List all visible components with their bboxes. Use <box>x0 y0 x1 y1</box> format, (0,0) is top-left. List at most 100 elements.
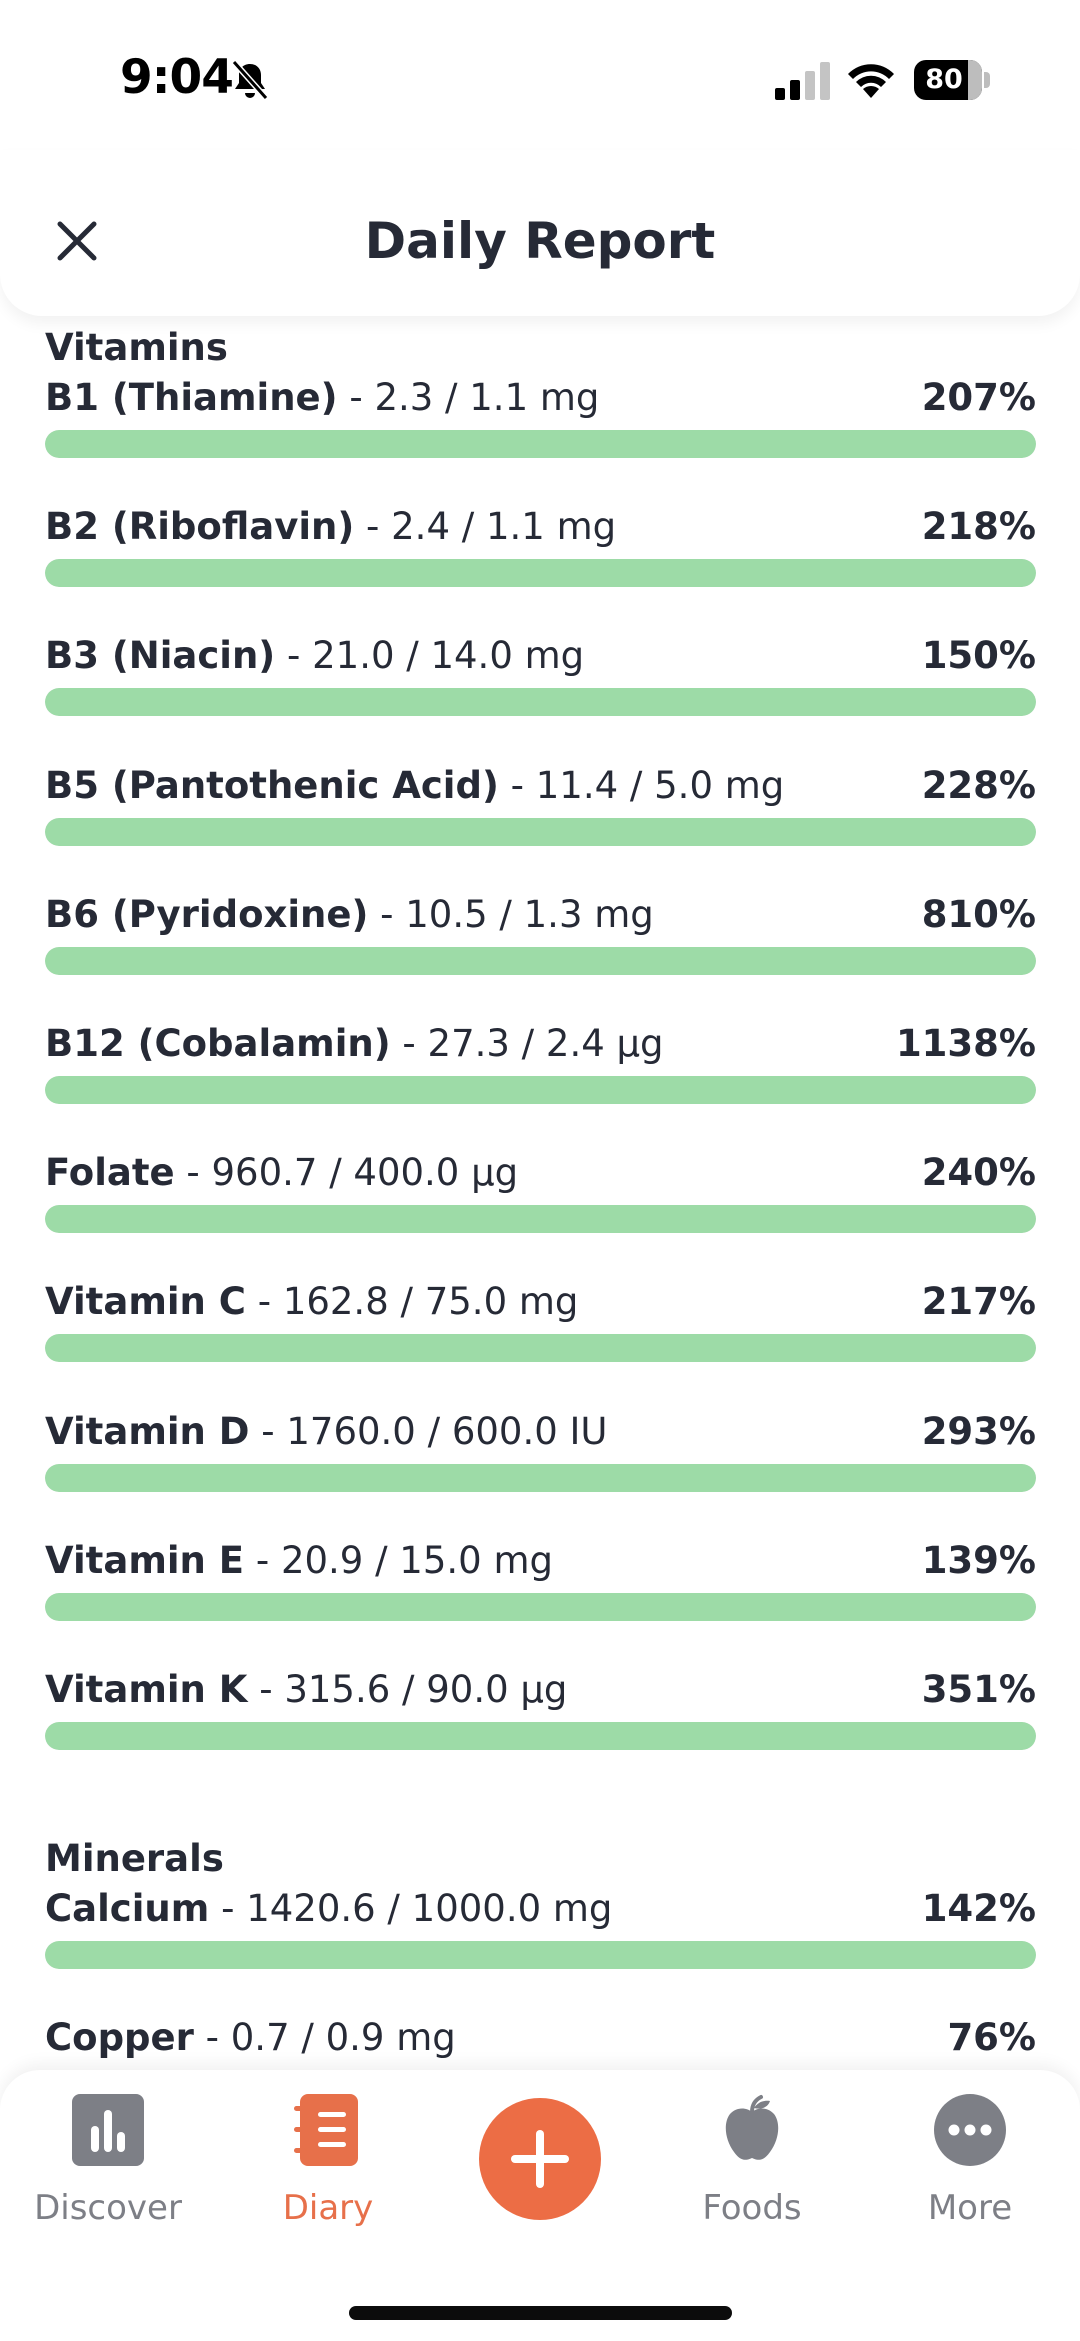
nutrient-name: B3 (Niacin) <box>45 634 276 678</box>
nutrient-name: Vitamin D <box>45 1409 250 1453</box>
cellular-signal-icon <box>775 62 830 100</box>
nutrient-percent: 293% <box>921 1409 1036 1453</box>
nutrient-percent: 139% <box>921 1538 1036 1582</box>
nutrient-row[interactable]: Vitamin E - 20.9 / 15.0 mg 139% <box>45 1539 1036 1629</box>
nutrient-label: B5 (Pantothenic Acid) - 11.4 / 5.0 mg <box>45 764 784 807</box>
progress-bar <box>45 946 1036 975</box>
progress-fill <box>45 1941 1036 1970</box>
bell-slash-icon <box>231 60 269 100</box>
progress-bar <box>45 1334 1036 1363</box>
nutrient-percent: 76% <box>947 2016 1036 2060</box>
nutrient-name: B5 (Pantothenic Acid) <box>45 763 499 807</box>
nutrient-row[interactable]: B2 (Riboflavin) - 2.4 / 1.1 mg 218% <box>45 505 1036 595</box>
nutrient-amount: 2.4 / 1.1 mg <box>391 505 617 549</box>
nutrient-row[interactable]: B1 (Thiamine) - 2.3 / 1.1 mg 207% <box>45 376 1036 466</box>
nutrient-separator: - <box>498 763 536 807</box>
nutrient-name: B2 (Riboflavin) <box>45 505 355 549</box>
progress-bar <box>45 1205 1036 1234</box>
progress-fill <box>45 1592 1036 1621</box>
nav-label-foods: Foods <box>702 2188 802 2228</box>
nutrient-separator: - <box>249 1409 287 1453</box>
nutrient-row[interactable]: B6 (Pyridoxine) - 10.5 / 1.3 mg 810% <box>45 893 1036 983</box>
nutrient-label: B3 (Niacin) - 21.0 / 14.0 mg <box>45 634 584 677</box>
nutrient-label: Vitamin K - 315.6 / 90.0 µg <box>45 1668 567 1711</box>
nutrient-row[interactable]: Copper - 0.7 / 0.9 mg 76% <box>45 2016 1036 2070</box>
nav-label-diary: Diary <box>282 2188 374 2228</box>
nutrient-row[interactable]: Vitamin C - 162.8 / 75.0 mg 217% <box>45 1280 1036 1370</box>
battery-level: 80 <box>925 64 963 95</box>
add-button[interactable] <box>479 2098 601 2220</box>
notebook-icon <box>294 2094 358 2166</box>
nutrient-percent: 150% <box>921 634 1036 678</box>
progress-bar <box>45 559 1036 588</box>
nutrient-name: Vitamin E <box>45 1538 245 1582</box>
nutrient-amount: 21.0 / 14.0 mg <box>312 634 585 678</box>
nutrient-separator: - <box>390 1022 428 1065</box>
progress-fill <box>45 1334 1036 1363</box>
nutrient-row[interactable]: Calcium - 1420.6 / 1000.0 mg 142% <box>45 1887 1036 1977</box>
wifi-icon <box>848 64 894 98</box>
nutrient-amount: 27.3 / 2.4 µg <box>427 1022 664 1065</box>
nutrient-name: B12 (Cobalamin) <box>45 1022 391 1065</box>
report-content[interactable]: Vitamins B1 (Thiamine) - 2.3 / 1.1 mg 207%… <box>0 316 1080 2070</box>
progress-fill <box>45 559 1036 588</box>
nutrient-percent: 228% <box>921 763 1036 807</box>
nutrient-row[interactable]: B5 (Pantothenic Acid) - 11.4 / 5.0 mg 228… <box>45 764 1036 854</box>
progress-bar <box>45 1592 1036 1621</box>
nutrient-name: Copper <box>45 2016 194 2060</box>
progress-bar <box>45 1463 1036 1492</box>
nutrient-percent: 142% <box>921 1887 1036 1931</box>
nutrient-separator: - <box>174 1151 212 1195</box>
progress-fill <box>45 1722 1036 1750</box>
nutrient-name: Vitamin K <box>45 1668 248 1711</box>
nutrient-percent: 240% <box>921 1151 1036 1195</box>
status-bar: 9:04 80 <box>0 0 1080 150</box>
nutrient-label: B1 (Thiamine) - 2.3 / 1.1 mg <box>45 376 599 419</box>
nutrient-label: Copper - 0.7 / 0.9 mg <box>45 2016 456 2059</box>
nutrient-separator: - <box>247 1668 285 1711</box>
nutrient-amount: 0.7 / 0.9 mg <box>230 2016 456 2060</box>
nutrient-separator: - <box>368 892 406 936</box>
nutrient-percent: 207% <box>921 376 1036 419</box>
nutrient-name: Folate <box>45 1151 175 1195</box>
home-indicator <box>349 2306 732 2320</box>
progress-fill <box>45 688 1036 717</box>
bar-chart-icon <box>72 2094 144 2166</box>
nutrient-amount: 10.5 / 1.3 mg <box>405 892 654 936</box>
progress-fill <box>45 1205 1036 1234</box>
nutrient-label: Vitamin D - 1760.0 / 600.0 IU <box>45 1410 608 1453</box>
nutrient-percent: 217% <box>921 1280 1036 1324</box>
nutrient-name: Vitamin C <box>45 1280 246 1324</box>
nutrient-label: B2 (Riboflavin) - 2.4 / 1.1 mg <box>45 505 616 548</box>
nutrient-row[interactable]: B12 (Cobalamin) - 27.3 / 2.4 µg 1138% <box>45 1022 1036 1112</box>
progress-fill <box>45 1076 1036 1104</box>
status-time: 9:04 <box>120 50 234 105</box>
page-title: Daily Report <box>364 212 716 270</box>
nutrient-amount: 315.6 / 90.0 µg <box>284 1668 568 1711</box>
nutrient-label: Folate - 960.7 / 400.0 µg <box>45 1151 518 1194</box>
progress-bar <box>45 688 1036 717</box>
header: Daily Report <box>0 150 1080 316</box>
nutrient-row[interactable]: Vitamin K - 315.6 / 90.0 µg 351% <box>45 1668 1036 1758</box>
nutrient-label: Calcium - 1420.6 / 1000.0 mg <box>45 1887 612 1930</box>
nutrient-percent: 810% <box>921 892 1036 936</box>
nutrient-separator: - <box>275 634 313 678</box>
apple-icon <box>725 2095 779 2160</box>
nutrient-separator: - <box>244 1538 281 1582</box>
progress-fill <box>45 946 1036 975</box>
nutrient-amount: 2.3 / 1.1 mg <box>374 376 600 419</box>
nutrient-amount: 960.7 / 400.0 µg <box>211 1151 519 1195</box>
nutrient-row[interactable]: Folate - 960.7 / 400.0 µg 240% <box>45 1151 1036 1241</box>
close-button[interactable] <box>44 208 110 274</box>
nutrient-row[interactable]: Vitamin D - 1760.0 / 600.0 IU 293% <box>45 1410 1036 1500</box>
section-title: Vitamins <box>45 326 228 369</box>
progress-bar <box>45 1941 1036 1970</box>
nutrient-label: B6 (Pyridoxine) - 10.5 / 1.3 mg <box>45 893 654 936</box>
nutrient-name: B1 (Thiamine) <box>45 376 338 419</box>
nutrient-separator: - <box>337 376 375 419</box>
progress-fill <box>45 430 1036 458</box>
nutrient-row[interactable]: B3 (Niacin) - 21.0 / 14.0 mg 150% <box>45 634 1036 724</box>
nutrient-amount: 1420.6 / 1000.0 mg <box>246 1887 613 1931</box>
nutrient-percent: 1138% <box>895 1022 1036 1065</box>
progress-bar <box>45 430 1036 458</box>
